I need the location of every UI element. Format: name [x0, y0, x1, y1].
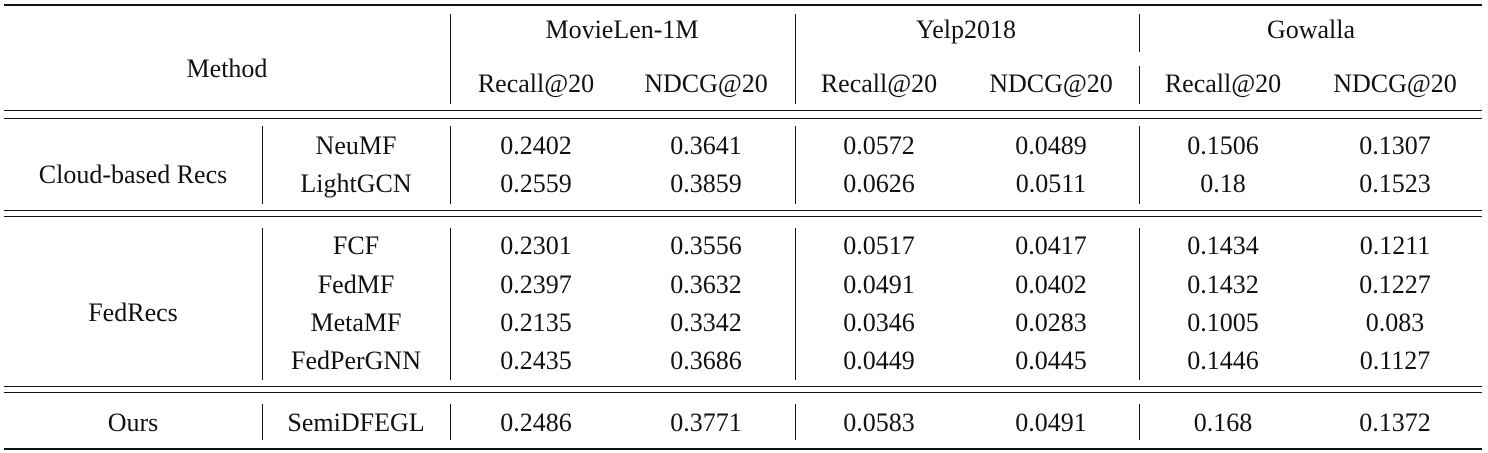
value-cell: 0.1434	[1187, 231, 1259, 260]
value-cell: 0.0445	[1015, 346, 1087, 375]
value-cell: 0.2435	[500, 346, 572, 375]
metric-header: NDCG@20	[644, 69, 768, 98]
group3-divider-c	[795, 404, 797, 440]
value-cell: 0.3771	[670, 408, 742, 437]
value-cell: 0.3859	[670, 169, 742, 198]
value-cell: 0.1211	[1359, 231, 1431, 260]
metric-header: Recall@20	[477, 69, 595, 98]
group3-divider-b	[450, 404, 452, 440]
value-cell: 0.1506	[1187, 131, 1259, 160]
value-cell: 0.1446	[1187, 346, 1259, 375]
value-cell: 0.0517	[843, 231, 915, 260]
method-cell: FedPerGNN	[291, 346, 421, 375]
group2-divider-a	[262, 228, 264, 380]
value-cell: 0.0491	[843, 270, 915, 299]
value-cell: 0.0402	[1015, 270, 1087, 299]
group1-divider-a	[262, 126, 264, 204]
value-cell: 0.083	[1365, 308, 1425, 337]
value-cell: 0.0583	[843, 408, 915, 437]
group1-divider-d	[1139, 126, 1141, 204]
value-cell: 0.0489	[1015, 131, 1087, 160]
value-cell: 0.18	[1200, 169, 1246, 198]
method-cell: MetaMF	[310, 308, 402, 337]
method-cell: NeuMF	[315, 131, 397, 160]
method-cell: SemiDFEGL	[287, 408, 425, 437]
value-cell: 0.0491	[1015, 408, 1087, 437]
group-rule-2a	[4, 386, 1482, 388]
value-cell: 0.1227	[1359, 270, 1431, 299]
group-rule-1a	[4, 210, 1482, 212]
value-cell: 0.1005	[1187, 308, 1259, 337]
value-cell: 0.2402	[500, 131, 572, 160]
group2-divider-b	[450, 228, 452, 380]
value-cell: 0.0449	[843, 346, 915, 375]
group3-divider-d	[1139, 404, 1141, 440]
header-rule-2	[4, 118, 1482, 120]
header-rule-1	[4, 110, 1482, 112]
method-cell: LightGCN	[300, 169, 412, 198]
group-name-cloud: Cloud-based Recs	[38, 160, 228, 189]
header-divider-3	[1139, 14, 1141, 52]
value-cell: 0.0417	[1015, 231, 1087, 260]
header-divider-1	[450, 14, 452, 104]
value-cell: 0.0572	[843, 131, 915, 160]
method-cell: FedMF	[317, 270, 395, 299]
value-cell: 0.3342	[670, 308, 742, 337]
metric-header: NDCG@20	[1333, 69, 1457, 98]
group-name-ours: Ours	[107, 408, 159, 437]
value-cell: 0.2397	[500, 270, 572, 299]
group2-divider-c	[795, 228, 797, 380]
value-cell: 0.1432	[1187, 270, 1259, 299]
value-cell: 0.2301	[500, 231, 572, 260]
value-cell: 0.3641	[670, 131, 742, 160]
value-cell: 0.1372	[1359, 408, 1431, 437]
group-rule-2b	[4, 392, 1482, 394]
top-rule	[4, 4, 1482, 6]
value-cell: 0.2486	[500, 408, 572, 437]
header-divider-3b	[1139, 66, 1141, 104]
value-cell: 0.168	[1193, 408, 1253, 437]
metric-header: Recall@20	[1164, 69, 1282, 98]
value-cell: 0.2559	[500, 169, 572, 198]
method-header: Method	[186, 54, 268, 83]
value-cell: 0.1307	[1359, 131, 1431, 160]
header-divider-2	[795, 14, 797, 104]
value-cell: 0.0626	[843, 169, 915, 198]
value-cell: 0.1127	[1359, 346, 1431, 375]
dataset-header-yelp: Yelp2018	[916, 15, 1016, 44]
group1-divider-c	[795, 126, 797, 204]
metric-header: NDCG@20	[989, 69, 1113, 98]
metric-header: Recall@20	[820, 69, 938, 98]
group3-divider-a	[262, 404, 264, 440]
group-name-fedrecs: FedRecs	[88, 298, 178, 327]
group2-divider-d	[1139, 228, 1141, 380]
method-cell: FCF	[332, 231, 380, 260]
bottom-rule	[4, 448, 1482, 450]
group-rule-1b	[4, 216, 1482, 218]
value-cell: 0.0346	[843, 308, 915, 337]
value-cell: 0.3556	[670, 231, 742, 260]
dataset-header-gowalla: Gowalla	[1266, 15, 1356, 44]
group1-divider-b	[450, 126, 452, 204]
value-cell: 0.0283	[1015, 308, 1087, 337]
value-cell: 0.0511	[1015, 169, 1087, 198]
value-cell: 0.1523	[1359, 169, 1431, 198]
value-cell: 0.2135	[500, 308, 572, 337]
value-cell: 0.3632	[670, 270, 742, 299]
dataset-header-movielens: MovieLen-1M	[545, 15, 699, 44]
value-cell: 0.3686	[670, 346, 742, 375]
